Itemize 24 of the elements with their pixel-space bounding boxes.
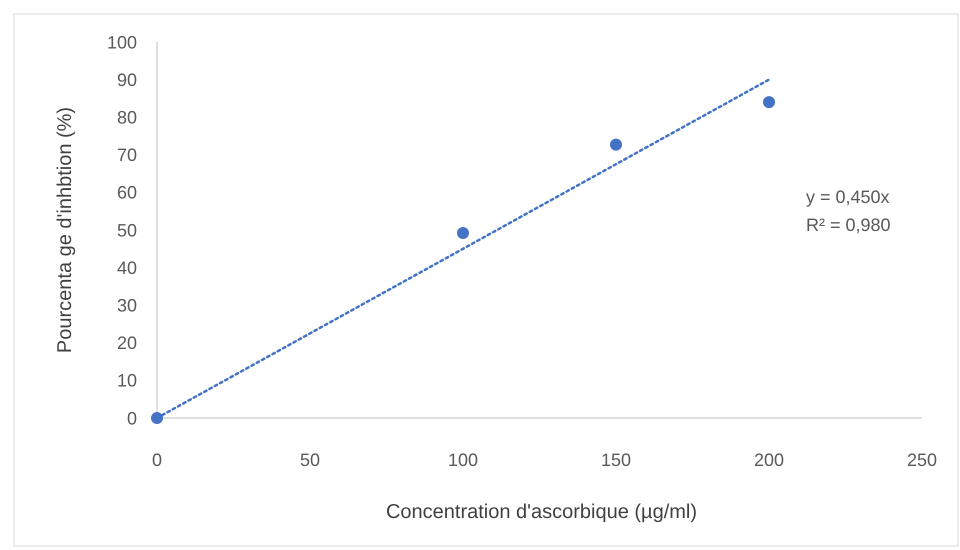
x-axis-title: Concentration d'ascorbique (µg/ml) — [386, 501, 698, 523]
y-tick-label: 90 — [116, 70, 137, 90]
point — [610, 138, 622, 151]
y-tick-label: 100 — [106, 32, 137, 52]
y-tick-label: 80 — [116, 108, 137, 128]
x-tick-label: 50 — [300, 450, 320, 470]
x-tick-label: 200 — [754, 450, 784, 470]
annotation: R² = 0,980 — [806, 215, 891, 235]
x-tick-label: 250 — [906, 450, 938, 470]
y-tick-label: 10 — [116, 370, 137, 391]
y-tick-label: 60 — [116, 182, 137, 203]
x-tick-label: 0 — [152, 450, 162, 470]
y-tick-label: 70 — [116, 145, 137, 166]
y-tick-label: 20 — [116, 333, 137, 354]
y-tick-label: 50 — [116, 220, 137, 240]
point — [763, 96, 775, 108]
y-axis-title: Pourcenta ge d'inhbtion (%) — [54, 106, 76, 354]
point — [457, 227, 469, 240]
annotation: y = 0,450x — [806, 187, 890, 207]
y-tick-label: 40 — [116, 258, 137, 278]
x-tick-label: 100 — [448, 450, 478, 470]
x-tick-label: 150 — [600, 450, 632, 470]
y-tick-label: 0 — [126, 408, 137, 428]
y-tick-label: 30 — [116, 296, 137, 316]
